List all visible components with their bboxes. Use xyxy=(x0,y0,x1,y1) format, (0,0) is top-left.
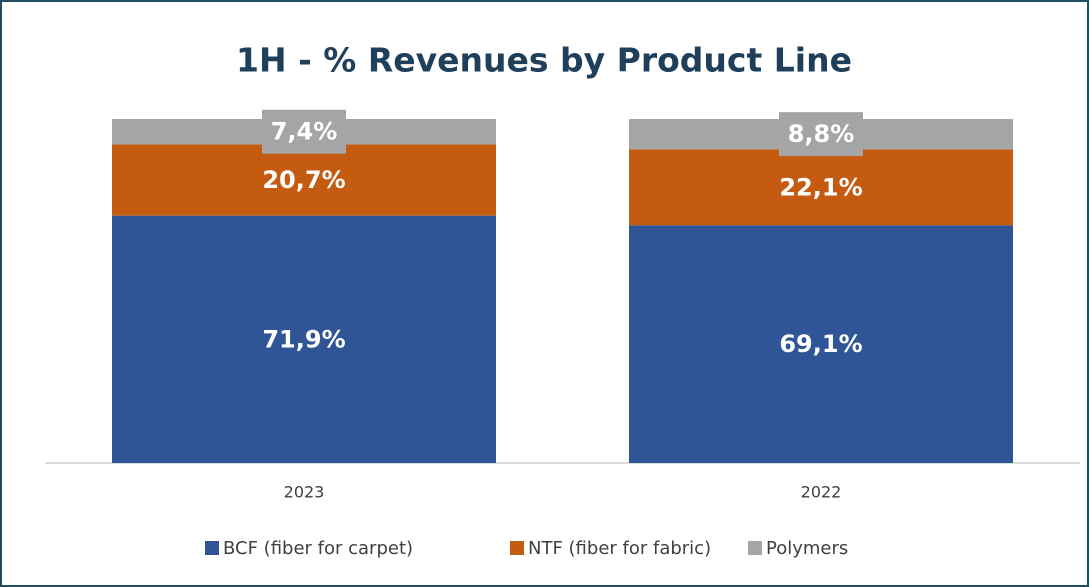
chart-title: 1H - % Revenues by Product Line xyxy=(236,41,852,80)
legend-swatch xyxy=(748,541,762,555)
legend-label: Polymers xyxy=(766,538,848,559)
data-label: 22,1% xyxy=(779,173,862,201)
data-label: 7,4% xyxy=(271,118,338,146)
bar-segment xyxy=(629,149,1013,226)
legend-swatch xyxy=(205,541,219,555)
data-label: 20,7% xyxy=(262,166,345,194)
x-tick-label: 2022 xyxy=(801,483,842,502)
legend-label: BCF (fiber for carpet) xyxy=(223,538,413,559)
x-tick-label: 2023 xyxy=(284,483,325,502)
data-label: 71,9% xyxy=(262,325,345,353)
legend-swatch xyxy=(510,541,524,555)
label-box xyxy=(262,109,346,154)
label-box xyxy=(779,112,863,157)
data-label: 69,1% xyxy=(779,330,862,358)
bar-segment xyxy=(629,225,1013,463)
legend-label: NTF (fiber for fabric) xyxy=(528,538,711,559)
bar-segment xyxy=(112,144,496,216)
data-label: 8,8% xyxy=(788,120,855,148)
bar-segment xyxy=(112,215,496,463)
